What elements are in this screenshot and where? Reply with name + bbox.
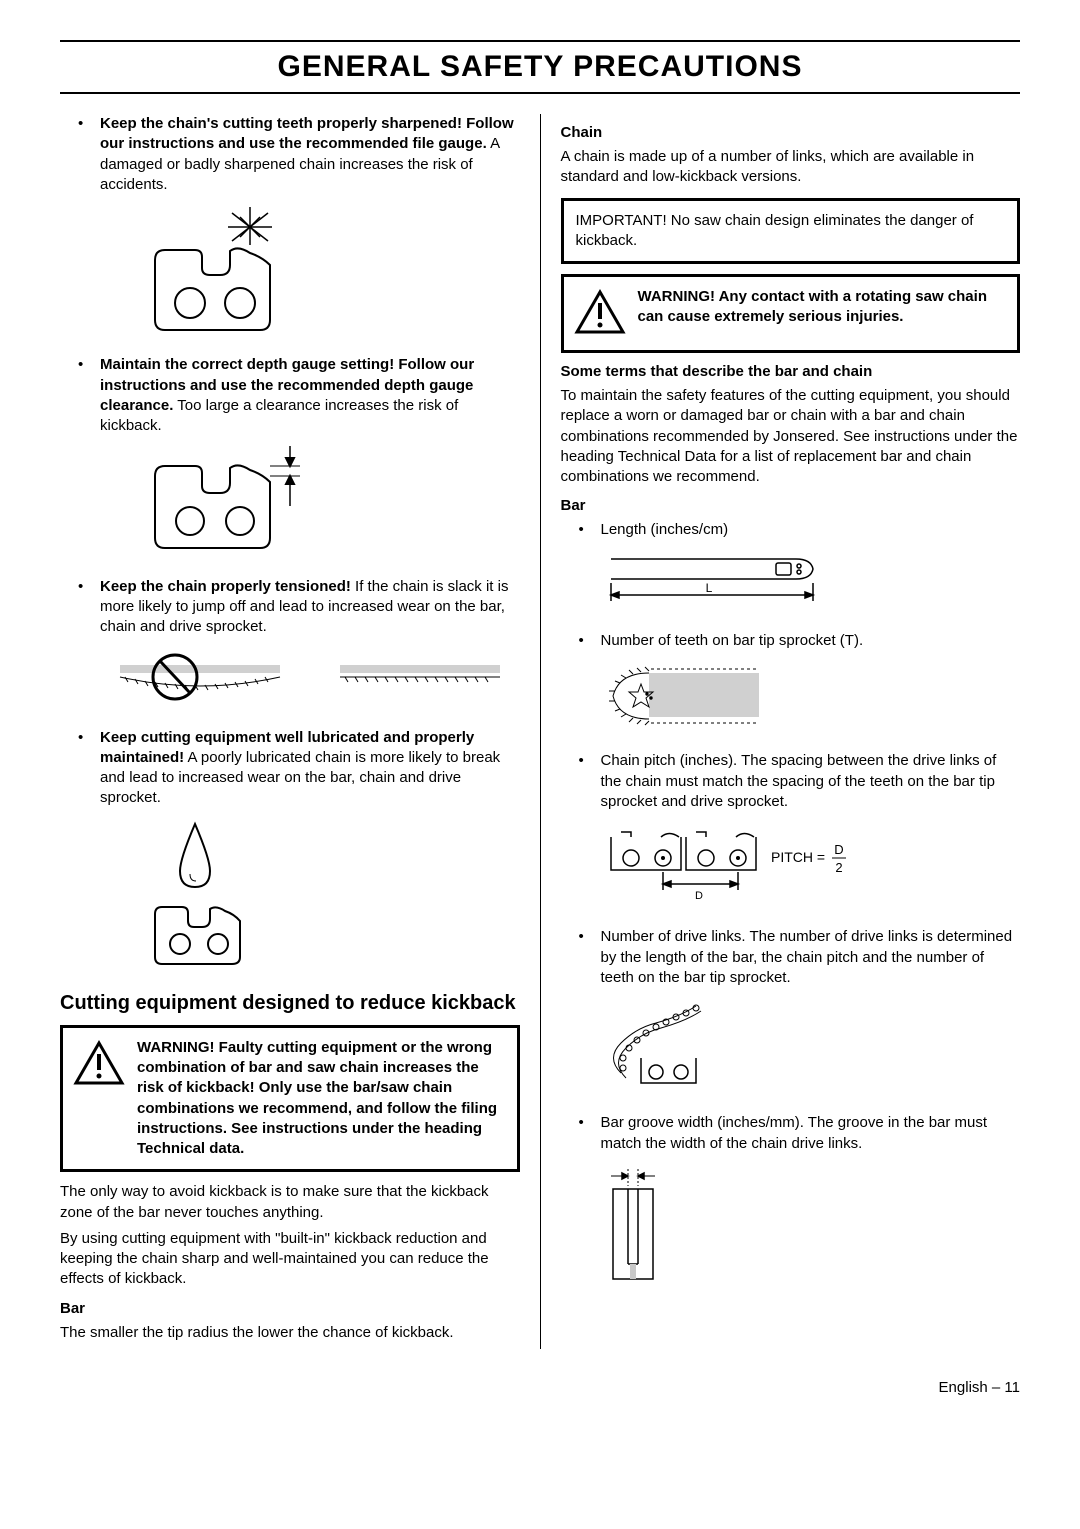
bar-bullet-groove: Bar groove width (inches/mm). The groove… (601, 1113, 1021, 1290)
label-L: L (705, 581, 712, 595)
column-divider (540, 114, 541, 1349)
bar-bullet-list: Length (inches/cm) (561, 520, 1021, 1290)
bullet-bold: Keep the chain properly tensioned! (100, 578, 351, 595)
kickback-heading: Cutting equipment designed to reduce kic… (60, 991, 520, 1015)
bullet-text: Number of drive links. The number of dri… (601, 928, 1013, 986)
bar-subhead-right: Bar (561, 497, 1021, 514)
bar-bullet-pitch: Chain pitch (inches). The spacing betwee… (601, 751, 1021, 913)
left-p1: The only way to avoid kickback is to mak… (60, 1182, 520, 1223)
pitch-formula-den: 2 (835, 860, 842, 875)
label-D: D (695, 890, 703, 902)
bullet-bold: Keep the chain's cutting teeth properly … (100, 115, 514, 152)
bullet-sharpened: Keep the chain's cutting teeth properly … (100, 114, 520, 341)
bullet-text: Bar groove width (inches/mm). The groove… (601, 1114, 988, 1151)
figure-groove-icon (601, 1164, 1021, 1290)
figure-lubricate-icon (140, 819, 520, 975)
bar-bullet-drive-links: Number of drive links. The number of dri… (601, 927, 1021, 1099)
chain-text: A chain is made up of a number of links,… (561, 147, 1021, 188)
figure-drive-links-icon (601, 998, 1021, 1099)
right-column: Chain A chain is made up of a number of … (561, 114, 1021, 1349)
bullet-tension: Keep the chain properly tensioned! If th… (100, 577, 520, 714)
figure-depth-gauge-icon (140, 446, 520, 562)
terms-text: To maintain the safety features of the c… (561, 386, 1021, 487)
page-title: GENERAL SAFETY PRECAUTIONS (60, 40, 1020, 94)
left-p2: By using cutting equipment with "built-i… (60, 1229, 520, 1290)
chain-subhead: Chain (561, 124, 1021, 141)
figure-bar-length-icon: L (601, 551, 1021, 617)
warning-text-right: WARNING! Any contact with a rotating saw… (638, 287, 1006, 328)
bullet-lubricate: Keep cutting equipment well lubricated a… (100, 728, 520, 975)
warning-text-left: WARNING! Faulty cutting equipment or the… (137, 1038, 505, 1160)
bar-bullet-length: Length (inches/cm) (601, 520, 1021, 617)
bar-text-left: The smaller the tip radius the lower the… (60, 1323, 520, 1343)
pitch-formula-label: PITCH = (771, 849, 825, 865)
bullet-text: Length (inches/cm) (601, 521, 729, 538)
terms-subhead: Some terms that describe the bar and cha… (561, 363, 1021, 380)
warning-box-left: WARNING! Faulty cutting equipment or the… (60, 1025, 520, 1173)
figure-pitch-icon: D PITCH = D 2 (601, 822, 1021, 913)
important-box: IMPORTANT! No saw chain design eliminate… (561, 198, 1021, 265)
bar-bullet-teeth: Number of teeth on bar tip sprocket (T). (601, 631, 1021, 738)
left-bullet-list: Keep the chain's cutting teeth properly … (60, 114, 520, 975)
figure-sharpen-icon (140, 205, 520, 341)
bullet-text: Number of teeth on bar tip sprocket (T). (601, 632, 864, 649)
warning-triangle-icon (73, 1040, 125, 1091)
bar-subhead-left: Bar (60, 1300, 520, 1317)
bullet-text: Chain pitch (inches). The spacing betwee… (601, 752, 997, 810)
pitch-formula-num: D (834, 842, 843, 857)
bullet-depth-gauge: Maintain the correct depth gauge setting… (100, 355, 520, 562)
warning-box-right: WARNING! Any contact with a rotating saw… (561, 274, 1021, 353)
warning-triangle-icon (574, 289, 626, 340)
two-column-layout: Keep the chain's cutting teeth properly … (60, 114, 1020, 1349)
page-footer: English – 11 (60, 1379, 1020, 1396)
figure-tension-icon (100, 647, 520, 713)
left-column: Keep the chain's cutting teeth properly … (60, 114, 520, 1349)
figure-sprocket-icon (601, 661, 1021, 737)
